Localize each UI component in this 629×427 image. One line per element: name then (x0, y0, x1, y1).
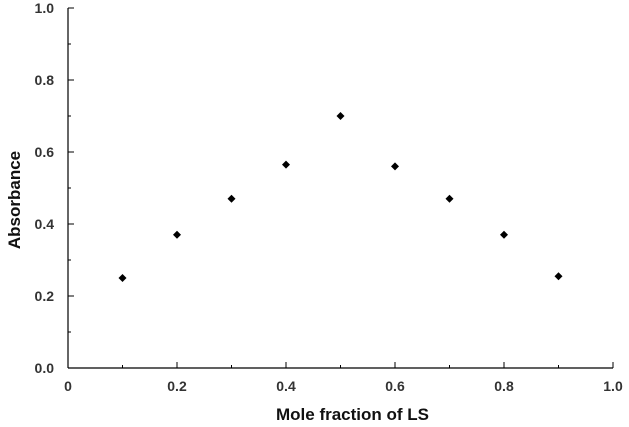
data-point (173, 230, 181, 239)
x-axis-title: Mole fraction of LS (276, 405, 429, 424)
x-tick-label: 1.0 (603, 378, 623, 394)
y-tick-label: 0.6 (35, 144, 55, 160)
data-point (118, 274, 127, 282)
y-axis-ticks: 0.0 0.2 0.4 0.6 0.8 1.0 (35, 0, 74, 376)
y-tick-label: 0.4 (35, 216, 55, 232)
data-point (227, 194, 236, 203)
x-axis-ticks: 0 0.2 0.4 0.6 0.8 1.0 (64, 362, 623, 394)
plot-area: 0.0 0.2 0.4 0.6 0.8 1.0 0 0.2 0.4 0.6 0.8 1.0 (35, 0, 623, 394)
y-tick-label: 0.8 (35, 72, 55, 88)
data-point (336, 112, 345, 120)
x-tick-label: 0.6 (385, 378, 405, 394)
y-tick-label: 1.0 (35, 0, 55, 16)
data-points (118, 112, 563, 282)
y-tick-label: 0.0 (35, 360, 55, 376)
data-point (282, 160, 290, 169)
x-tick-label: 0.2 (167, 378, 187, 394)
x-tick-label: 0 (64, 378, 72, 394)
x-tick-label: 0.4 (276, 378, 296, 394)
data-point (554, 272, 563, 281)
data-point (445, 194, 454, 203)
y-tick-label: 0.2 (35, 288, 55, 304)
y-axis-title: Absorbance (5, 151, 24, 249)
data-point (391, 162, 399, 171)
x-tick-label: 0.8 (494, 378, 514, 394)
data-point (500, 230, 508, 239)
